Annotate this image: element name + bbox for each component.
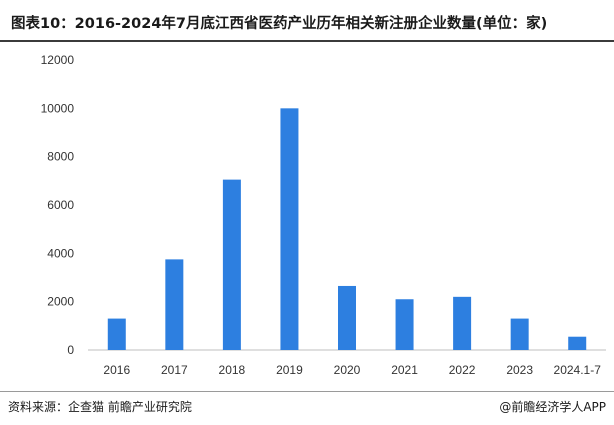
bar	[568, 336, 587, 350]
x-tick-label: 2019	[276, 363, 303, 377]
x-axis: 2016 2017 2018 2019 2020 2021 2022 2023 2024.1-7	[103, 363, 601, 377]
bar	[280, 108, 299, 350]
source-note: 资料来源：企查猫 前瞻产业研究院	[8, 400, 192, 414]
x-tick-label: 2017	[161, 363, 188, 377]
x-tick-label: 2022	[449, 363, 476, 377]
y-axis: 0 2000 4000 6000 8000 10000 12000	[41, 53, 75, 357]
bar	[165, 259, 184, 350]
x-tick-label: 2021	[391, 363, 418, 377]
y-tick-label: 8000	[47, 150, 74, 164]
x-tick-label: 2016	[103, 363, 130, 377]
x-tick-label: 2023	[506, 363, 533, 377]
y-tick-label: 2000	[47, 295, 74, 309]
credit-note: @前瞻经济学人APP	[499, 400, 606, 414]
footer-divider	[0, 391, 614, 392]
y-tick-label: 0	[67, 343, 74, 357]
bar	[510, 318, 529, 350]
y-tick-label: 4000	[47, 246, 74, 260]
bar	[395, 299, 414, 350]
bars-group	[107, 108, 587, 350]
x-tick-label: 2024.1-7	[554, 363, 602, 377]
title-divider	[0, 40, 614, 42]
x-tick-label: 2020	[334, 363, 361, 377]
y-tick-label: 12000	[41, 53, 75, 67]
bar	[222, 179, 241, 350]
bar	[107, 318, 126, 350]
y-tick-label: 10000	[41, 101, 75, 115]
chart-title: 图表10：2016-2024年7月底江西省医药产业历年相关新注册企业数量(单位：…	[11, 16, 548, 32]
bar-chart: 0 2000 4000 6000 8000 10000 12000 2016 2017 2018…	[41, 53, 606, 377]
y-tick-label: 6000	[47, 198, 74, 212]
bar	[453, 296, 472, 350]
bar	[338, 285, 356, 350]
x-tick-label: 2018	[219, 363, 246, 377]
